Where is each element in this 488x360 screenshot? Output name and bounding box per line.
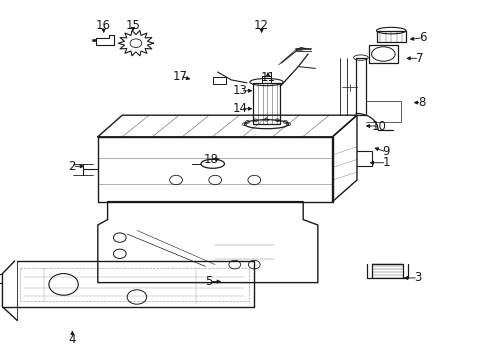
Text: 15: 15 (125, 19, 140, 32)
Text: 18: 18 (203, 153, 218, 166)
Text: 16: 16 (96, 19, 111, 32)
Text: 9: 9 (382, 145, 389, 158)
Text: 6: 6 (418, 31, 426, 44)
Text: 14: 14 (233, 102, 247, 115)
Text: 5: 5 (205, 275, 213, 288)
Text: 11: 11 (260, 71, 275, 84)
Text: 7: 7 (415, 52, 423, 65)
Text: 1: 1 (382, 156, 389, 169)
Text: 10: 10 (371, 120, 386, 132)
Text: 2: 2 (68, 160, 76, 173)
Text: 3: 3 (413, 271, 421, 284)
Text: 17: 17 (172, 70, 187, 83)
Text: 8: 8 (417, 96, 425, 109)
Text: 12: 12 (254, 19, 268, 32)
Text: 4: 4 (68, 333, 76, 346)
Text: 13: 13 (233, 84, 247, 97)
